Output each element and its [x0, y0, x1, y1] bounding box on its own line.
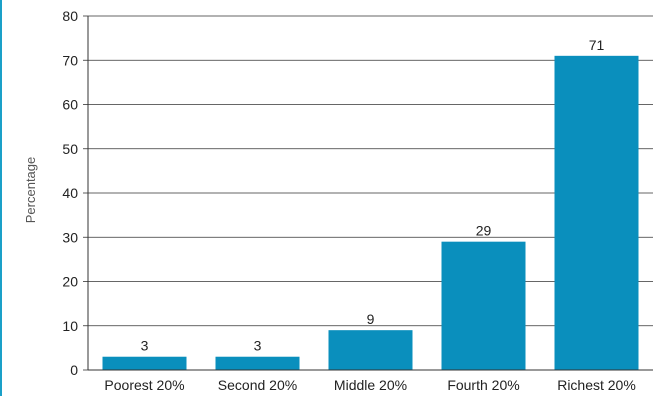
- y-tick-label: 50: [62, 141, 78, 157]
- y-tick-labels: 0 10 20 30 40 50 60 70 80: [62, 8, 78, 378]
- left-accent-rule: [0, 0, 2, 396]
- y-tick-label: 20: [62, 274, 78, 290]
- x-category-label: Fourth 20%: [447, 377, 519, 393]
- x-category-label: Second 20%: [218, 377, 297, 393]
- x-category-label: Middle 20%: [334, 377, 407, 393]
- x-category-labels: Poorest 20% Second 20% Middle 20% Fourth 20…: [104, 377, 635, 393]
- y-tick-label: 10: [62, 318, 78, 334]
- data-labels: 3 3 9 29 71: [141, 37, 605, 354]
- y-tick-label: 30: [62, 229, 78, 245]
- data-label: 29: [476, 223, 492, 239]
- axes: [83, 15, 653, 371]
- x-category-label: Poorest 20%: [104, 377, 184, 393]
- y-tick-label: 70: [62, 52, 78, 68]
- bar: [102, 356, 187, 370]
- data-label: 71: [589, 37, 605, 53]
- y-tick-label: 40: [62, 185, 78, 201]
- bar: [554, 55, 639, 370]
- data-label: 3: [141, 338, 149, 354]
- x-category-label: Richest 20%: [557, 377, 636, 393]
- data-label: 3: [254, 338, 262, 354]
- bar: [215, 356, 300, 370]
- y-tick-label: 80: [62, 8, 78, 24]
- bar: [441, 241, 526, 370]
- y-tick-label: 60: [62, 97, 78, 113]
- bars: [102, 55, 639, 370]
- bar: [328, 330, 413, 370]
- y-axis-title: Percentage: [23, 157, 38, 224]
- data-label: 9: [367, 311, 375, 327]
- y-tick-label: 0: [70, 362, 78, 378]
